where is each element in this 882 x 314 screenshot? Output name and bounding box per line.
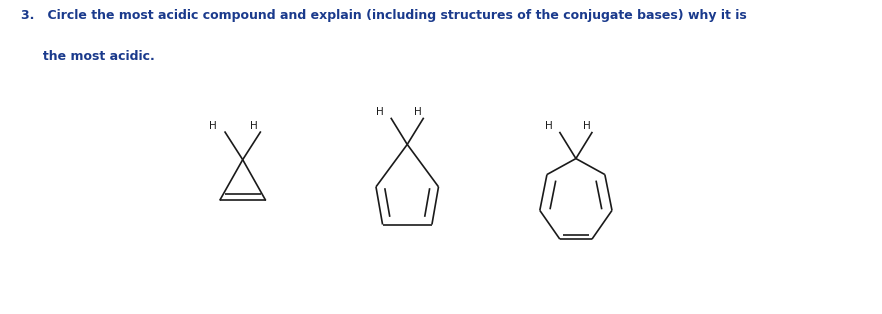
Text: H: H — [250, 121, 258, 131]
Text: H: H — [209, 121, 217, 131]
Text: H: H — [414, 107, 422, 117]
Text: H: H — [377, 107, 384, 117]
Text: H: H — [545, 121, 553, 131]
Text: H: H — [583, 121, 590, 131]
Text: 3.   Circle the most acidic compound and explain (including structures of the co: 3. Circle the most acidic compound and e… — [20, 9, 746, 22]
Text: the most acidic.: the most acidic. — [20, 50, 154, 63]
